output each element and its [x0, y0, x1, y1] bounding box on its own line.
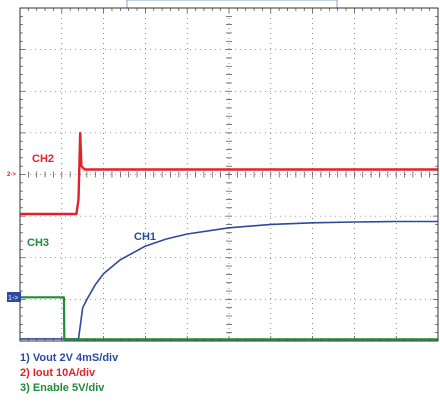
trace-ch1	[20, 220, 438, 340]
ch1-label: CH1	[134, 231, 156, 243]
ch3-label: CH3	[27, 237, 49, 249]
channel-legend: 1) Vout 2V 4mS/div 2) Iout 10A/div 3) En…	[20, 351, 118, 396]
ch2-label: CH2	[32, 153, 54, 165]
screen-frame	[19, 7, 439, 342]
top-readout-box	[126, 0, 338, 9]
legend-ch2: 2) Iout 10A/div	[20, 367, 96, 379]
ch2-ground-marker: 2->	[7, 172, 16, 178]
ch1-marker-box	[7, 292, 21, 302]
oscilloscope-screen: CH2 CH1 CH3 2-> 1->	[7, 0, 439, 342]
trace-ch2	[20, 131, 438, 216]
legend-ch1: 1) Vout 2V 4mS/div	[20, 352, 119, 364]
ch1-marker-text: 1->	[8, 295, 18, 302]
legend-ch3: 3) Enable 5V/div	[20, 382, 105, 394]
ch1-ground-marker: 1->	[7, 292, 21, 302]
trace-ch3	[20, 296, 438, 341]
waveform-traces	[20, 131, 438, 341]
ch2-marker-text: 2->	[7, 172, 16, 178]
